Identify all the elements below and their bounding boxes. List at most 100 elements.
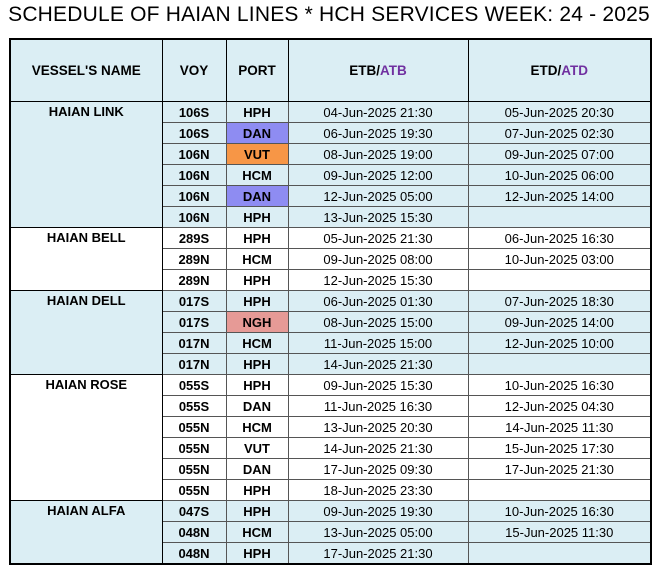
etd-cell: 10-Jun-2025 16:30: [467, 500, 652, 522]
port-cell: DAN: [225, 122, 289, 144]
port-cell: HPH: [225, 227, 289, 249]
table-header-row: VESSEL'S NAME VOY PORT ETB/ATB ETD/ATD: [9, 38, 652, 102]
header-etb: ETB/: [349, 63, 380, 78]
port-cell: HPH: [225, 353, 289, 375]
etb-cell: 09-Jun-2025 08:00: [287, 248, 469, 270]
voy-cell: 055N: [161, 458, 227, 480]
port-cell: VUT: [225, 143, 289, 165]
port-cell: DAN: [225, 458, 289, 480]
etd-cell: 10-Jun-2025 06:00: [467, 164, 652, 186]
voy-cell: 055N: [161, 479, 227, 501]
voy-cell: 055N: [161, 437, 227, 459]
voy-cell: 017N: [161, 332, 227, 354]
table-row: 106N DAN 12-Jun-2025 05:00 12-Jun-2025 14:0…: [10, 185, 652, 207]
etd-cell: 17-Jun-2025 21:30: [467, 458, 652, 480]
table-row: 017S NGH 08-Jun-2025 15:00 09-Jun-2025 14:0…: [10, 311, 652, 333]
etd-cell: [467, 269, 652, 291]
port-cell: HCM: [225, 248, 289, 270]
table-row: 017N HPH 14-Jun-2025 21:30: [10, 353, 652, 375]
voy-cell: 048N: [161, 542, 227, 565]
voy-cell: 289N: [161, 248, 227, 270]
etd-cell: [467, 206, 652, 228]
etb-cell: 04-Jun-2025 21:30: [287, 101, 469, 123]
port-cell: HCM: [225, 521, 289, 543]
etb-cell: 05-Jun-2025 21:30: [287, 227, 469, 249]
etd-cell: 10-Jun-2025 03:00: [467, 248, 652, 270]
etb-cell: 06-Jun-2025 19:30: [287, 122, 469, 144]
vessel-name-cell: HAIAN ALFA: [9, 500, 163, 565]
etb-cell: 09-Jun-2025 12:00: [287, 164, 469, 186]
table-row: 048N HPH 17-Jun-2025 21:30: [10, 542, 652, 565]
voy-cell: 106N: [161, 143, 227, 165]
etb-cell: 14-Jun-2025 21:30: [287, 437, 469, 459]
port-cell: HPH: [225, 500, 289, 522]
table-row: 289N HCM 09-Jun-2025 08:00 10-Jun-2025 03:0…: [10, 248, 652, 270]
port-cell: DAN: [225, 185, 289, 207]
port-cell: HPH: [225, 542, 289, 565]
etd-cell: 14-Jun-2025 11:30: [467, 416, 652, 438]
etd-cell: [467, 542, 652, 565]
port-cell: NGH: [225, 311, 289, 333]
table-row: 289N HPH 12-Jun-2025 15:30: [10, 269, 652, 291]
etb-cell: 17-Jun-2025 21:30: [287, 542, 469, 565]
port-cell: DAN: [225, 395, 289, 417]
etd-cell: 09-Jun-2025 07:00: [467, 143, 652, 165]
etd-cell: 12-Jun-2025 04:30: [467, 395, 652, 417]
etb-cell: 17-Jun-2025 09:30: [287, 458, 469, 480]
voy-cell: 017S: [161, 290, 227, 312]
etb-cell: 18-Jun-2025 23:30: [287, 479, 469, 501]
etb-cell: 08-Jun-2025 19:00: [287, 143, 469, 165]
etb-cell: 12-Jun-2025 15:30: [287, 269, 469, 291]
port-cell: HCM: [225, 416, 289, 438]
voy-cell: 055S: [161, 374, 227, 396]
table-row: 017N HCM 11-Jun-2025 15:00 12-Jun-2025 10:0…: [10, 332, 652, 354]
voy-cell: 017S: [161, 311, 227, 333]
schedule-table: VESSEL'S NAME VOY PORT ETB/ATB ETD/ATD H…: [9, 38, 652, 565]
header-etb-atb: ETB/ATB: [287, 38, 469, 102]
header-voy: VOY: [161, 38, 227, 102]
header-atd: ATD: [561, 63, 588, 78]
table-row: 055N HPH 18-Jun-2025 23:30: [10, 479, 652, 501]
table-row: 106S DAN 06-Jun-2025 19:30 07-Jun-2025 02:3…: [10, 122, 652, 144]
voy-cell: 289N: [161, 269, 227, 291]
etb-cell: 13-Jun-2025 05:00: [287, 521, 469, 543]
port-cell: HPH: [225, 479, 289, 501]
etd-cell: 06-Jun-2025 16:30: [467, 227, 652, 249]
etd-cell: [467, 353, 652, 375]
table-row: 048N HCM 13-Jun-2025 05:00 15-Jun-2025 11:3…: [10, 521, 652, 543]
voy-cell: 106N: [161, 164, 227, 186]
table-row: HAIAN ROSE 055S HPH 09-Jun-2025 15:30 10-Jun…: [9, 374, 652, 501]
vessel-name-cell: HAIAN LINK: [9, 101, 163, 228]
vessel-name-cell: HAIAN ROSE: [9, 374, 163, 501]
table-row: HAIAN BELL 289S HPH 05-Jun-2025 21:30 06-Jun…: [9, 227, 652, 291]
table-row: 106N HPH 13-Jun-2025 15:30: [10, 206, 652, 228]
etb-cell: 13-Jun-2025 15:30: [287, 206, 469, 228]
port-cell: HPH: [225, 206, 289, 228]
voy-cell: 055N: [161, 416, 227, 438]
vessel-name-cell: HAIAN BELL: [9, 227, 163, 291]
table-row: HAIAN LINK 106S HPH 04-Jun-2025 21:30 05-Jun…: [9, 101, 652, 228]
port-cell: HPH: [225, 101, 289, 123]
voy-cell: 289S: [161, 227, 227, 249]
etd-cell: 12-Jun-2025 10:00: [467, 332, 652, 354]
etd-cell: 15-Jun-2025 11:30: [467, 521, 652, 543]
etb-cell: 11-Jun-2025 15:00: [287, 332, 469, 354]
etb-cell: 06-Jun-2025 01:30: [287, 290, 469, 312]
voy-cell: 055S: [161, 395, 227, 417]
port-cell: HPH: [225, 374, 289, 396]
etb-cell: 13-Jun-2025 20:30: [287, 416, 469, 438]
etd-cell: 07-Jun-2025 02:30: [467, 122, 652, 144]
voy-cell: 106S: [161, 101, 227, 123]
etb-cell: 09-Jun-2025 19:30: [287, 500, 469, 522]
voy-cell: 017N: [161, 353, 227, 375]
etd-cell: 07-Jun-2025 18:30: [467, 290, 652, 312]
table-row: 106N HCM 09-Jun-2025 12:00 10-Jun-2025 06:0…: [10, 164, 652, 186]
header-atb: ATB: [380, 63, 407, 78]
port-cell: HCM: [225, 332, 289, 354]
header-vessel-name: VESSEL'S NAME: [9, 38, 163, 102]
header-etd: ETD/: [530, 63, 562, 78]
etd-cell: [467, 479, 652, 501]
voy-cell: 106N: [161, 185, 227, 207]
port-cell: HPH: [225, 269, 289, 291]
table-row: 055N HCM 13-Jun-2025 20:30 14-Jun-2025 11:3…: [10, 416, 652, 438]
